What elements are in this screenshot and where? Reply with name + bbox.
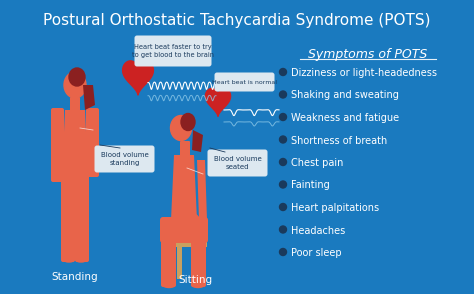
Polygon shape [123,61,154,95]
FancyBboxPatch shape [163,240,207,247]
Text: Heart beat faster to try
to get blood to the brain: Heart beat faster to try to get blood to… [132,44,214,58]
Ellipse shape [64,72,86,98]
FancyBboxPatch shape [208,150,267,176]
FancyBboxPatch shape [215,73,274,91]
Ellipse shape [69,68,85,86]
Ellipse shape [181,113,195,131]
Text: Shaking and sweating: Shaking and sweating [291,91,399,101]
FancyBboxPatch shape [94,146,155,173]
Text: Dizziness or light-headedness: Dizziness or light-headedness [291,68,437,78]
Text: Chest pain: Chest pain [291,158,343,168]
FancyBboxPatch shape [180,141,190,159]
FancyBboxPatch shape [193,247,198,279]
Text: Shortness of breath: Shortness of breath [291,136,387,146]
Circle shape [280,69,286,76]
FancyBboxPatch shape [135,36,211,66]
Text: Blood volume
standing: Blood volume standing [100,152,148,166]
Ellipse shape [64,258,74,262]
Text: Heart beat is normal: Heart beat is normal [212,79,277,84]
FancyBboxPatch shape [51,108,64,182]
FancyBboxPatch shape [75,183,89,262]
FancyBboxPatch shape [61,173,89,195]
Text: Poor sleep: Poor sleep [291,248,342,258]
Text: Weakness and fatigue: Weakness and fatigue [291,113,399,123]
Polygon shape [62,110,88,175]
Circle shape [280,136,286,143]
Polygon shape [83,85,95,110]
Text: Fainting: Fainting [291,181,330,191]
Circle shape [280,91,286,98]
Circle shape [280,203,286,211]
Polygon shape [192,130,203,152]
FancyBboxPatch shape [161,238,176,287]
Ellipse shape [163,283,175,288]
Text: Blood volume
seated: Blood volume seated [214,156,261,170]
Ellipse shape [192,283,204,288]
Circle shape [280,158,286,166]
Polygon shape [197,160,207,220]
Ellipse shape [64,141,76,150]
Polygon shape [171,155,197,220]
Text: Heart palpitations: Heart palpitations [291,203,379,213]
Ellipse shape [171,116,191,141]
Circle shape [280,248,286,255]
Circle shape [280,181,286,188]
Circle shape [280,226,286,233]
Ellipse shape [177,175,193,186]
Text: Symptoms of POTS: Symptoms of POTS [309,48,428,61]
Text: Sitting: Sitting [178,275,212,285]
Text: Headaches: Headaches [291,225,345,235]
FancyBboxPatch shape [177,247,182,279]
FancyBboxPatch shape [70,97,80,114]
Ellipse shape [76,258,86,262]
Ellipse shape [174,212,200,232]
FancyBboxPatch shape [160,217,208,243]
FancyBboxPatch shape [165,247,170,279]
Circle shape [280,113,286,121]
Text: Standing: Standing [52,272,98,282]
FancyBboxPatch shape [86,108,99,177]
Polygon shape [205,88,230,116]
FancyBboxPatch shape [201,247,206,279]
Ellipse shape [74,141,86,150]
FancyBboxPatch shape [191,238,206,287]
Text: Postural Orthostatic Tachycardia Syndrome (POTS): Postural Orthostatic Tachycardia Syndrom… [43,13,431,28]
FancyBboxPatch shape [61,183,75,262]
